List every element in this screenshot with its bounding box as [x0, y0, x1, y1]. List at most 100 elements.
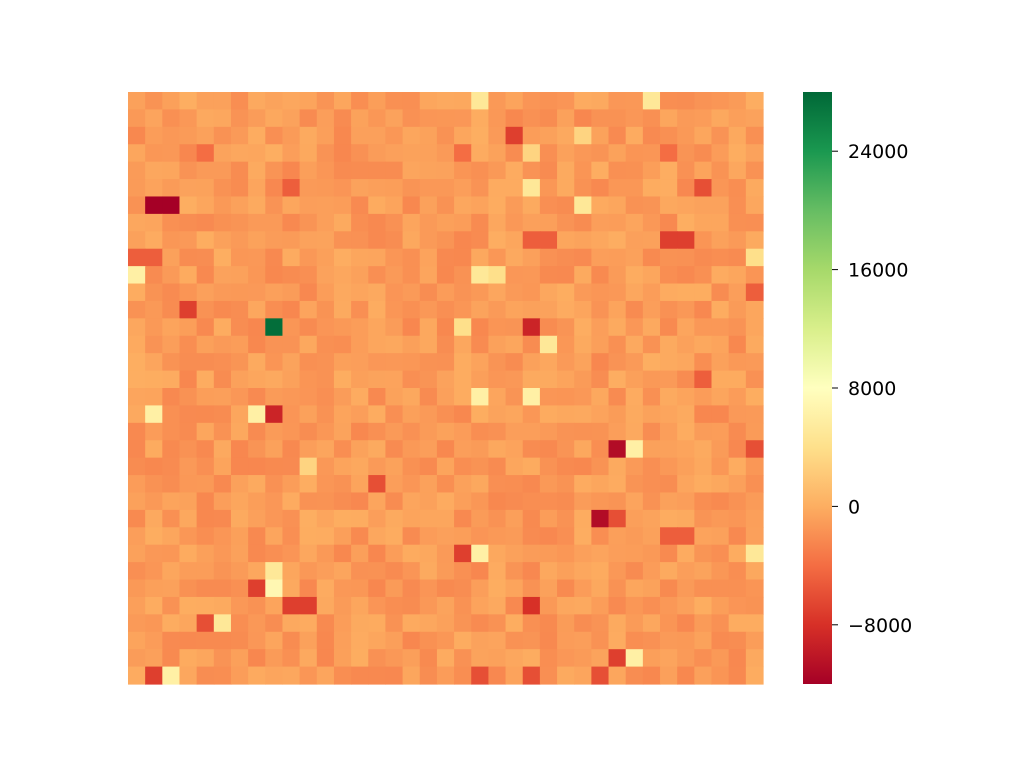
- heatmap-cell: [402, 161, 421, 180]
- heatmap-cell: [351, 388, 369, 407]
- colorbar-tick-label: 24000: [848, 141, 908, 163]
- colorbar-tick-label: 16000: [848, 260, 908, 282]
- heatmap-cell: [213, 579, 232, 598]
- heatmap-cell: [591, 318, 610, 337]
- heatmap-cell: [145, 370, 163, 389]
- heatmap-cell: [282, 109, 301, 128]
- heatmap-cell: [265, 248, 284, 267]
- heatmap-cell: [488, 579, 507, 598]
- heatmap-cell: [557, 544, 575, 563]
- heatmap-cell: [471, 144, 489, 163]
- heatmap-cell: [505, 161, 524, 180]
- heatmap-cell: [488, 614, 507, 633]
- heatmap-cell: [179, 475, 198, 494]
- heatmap-cell: [402, 492, 421, 511]
- heatmap-cell: [196, 649, 215, 668]
- heatmap-cell: [333, 370, 352, 389]
- heatmap-cell: [419, 92, 438, 111]
- heatmap-cell: [488, 353, 507, 372]
- heatmap-cell: [351, 649, 369, 668]
- heatmap-cell: [162, 527, 181, 546]
- heatmap-cell: [454, 492, 472, 511]
- heatmap-cell: [162, 126, 181, 145]
- heatmap-cell: [368, 596, 387, 615]
- heatmap-cell: [574, 509, 592, 528]
- heatmap-cell: [196, 492, 215, 511]
- heatmap-cell: [299, 353, 318, 372]
- heatmap-cell: [299, 475, 318, 494]
- heatmap-cell: [625, 614, 644, 633]
- heatmap-cell: [333, 179, 352, 198]
- heatmap-cell: [728, 388, 747, 407]
- heatmap-cell: [694, 475, 713, 494]
- heatmap-cell: [196, 196, 215, 215]
- heatmap-cell: [728, 440, 747, 459]
- heatmap-cell: [522, 440, 541, 459]
- heatmap-cell: [282, 440, 301, 459]
- heatmap-cell: [625, 109, 644, 128]
- heatmap-cell: [557, 509, 575, 528]
- heatmap-cell: [179, 213, 198, 232]
- heatmap-cell: [196, 266, 215, 285]
- heatmap-cell: [368, 300, 387, 319]
- heatmap-cell: [728, 370, 747, 389]
- heatmap-cell: [179, 353, 198, 372]
- heatmap-cell: [539, 631, 558, 650]
- heatmap-cell: [728, 422, 747, 441]
- heatmap-cell: [230, 353, 249, 372]
- heatmap-cell: [196, 231, 215, 250]
- heatmap-cell: [436, 196, 455, 215]
- heatmap-cell: [402, 649, 421, 668]
- heatmap-cell: [436, 335, 455, 354]
- heatmap-cell: [454, 614, 472, 633]
- heatmap-cell: [145, 422, 163, 441]
- heatmap-cell: [660, 509, 678, 528]
- heatmap-cell: [230, 475, 249, 494]
- heatmap-cell: [522, 475, 541, 494]
- heatmap-cell: [574, 179, 592, 198]
- heatmap-cell: [230, 370, 249, 389]
- heatmap-cell: [128, 666, 146, 685]
- heatmap-cell: [248, 562, 266, 581]
- heatmap-cell: [230, 649, 249, 668]
- heatmap-cell: [368, 283, 387, 302]
- heatmap-cell: [333, 388, 352, 407]
- heatmap-cell: [145, 527, 163, 546]
- heatmap-cell: [436, 300, 455, 319]
- heatmap-cell: [402, 440, 421, 459]
- heatmap-cell: [230, 283, 249, 302]
- heatmap-cell: [471, 457, 489, 476]
- heatmap-cell: [471, 231, 489, 250]
- heatmap-cell: [419, 614, 438, 633]
- heatmap-cell: [591, 335, 610, 354]
- heatmap-cell: [471, 161, 489, 180]
- heatmap-cell: [351, 475, 369, 494]
- heatmap-cell: [128, 388, 146, 407]
- heatmap-cell: [660, 579, 678, 598]
- heatmap-cell: [230, 457, 249, 476]
- heatmap-cell: [505, 109, 524, 128]
- heatmap-cell: [625, 318, 644, 337]
- heatmap-cell: [385, 509, 404, 528]
- heatmap-cell: [677, 544, 695, 563]
- heatmap-cell: [557, 231, 575, 250]
- heatmap-cell: [265, 179, 284, 198]
- heatmap-cell: [419, 527, 438, 546]
- heatmap-cell: [660, 231, 678, 250]
- heatmap-cell: [642, 596, 661, 615]
- heatmap-cell: [351, 266, 369, 285]
- heatmap-cell: [522, 144, 541, 163]
- heatmap-cell: [162, 388, 181, 407]
- heatmap-cell: [557, 318, 575, 337]
- heatmap-cell: [333, 318, 352, 337]
- heatmap-cell: [625, 492, 644, 511]
- heatmap-cell: [694, 266, 713, 285]
- heatmap-cell: [196, 126, 215, 145]
- heatmap-cell: [505, 196, 524, 215]
- heatmap-cell: [179, 422, 198, 441]
- heatmap-cell: [196, 457, 215, 476]
- heatmap-cell: [230, 422, 249, 441]
- heatmap-cell: [230, 509, 249, 528]
- heatmap-cell: [642, 388, 661, 407]
- heatmap-cell: [711, 614, 730, 633]
